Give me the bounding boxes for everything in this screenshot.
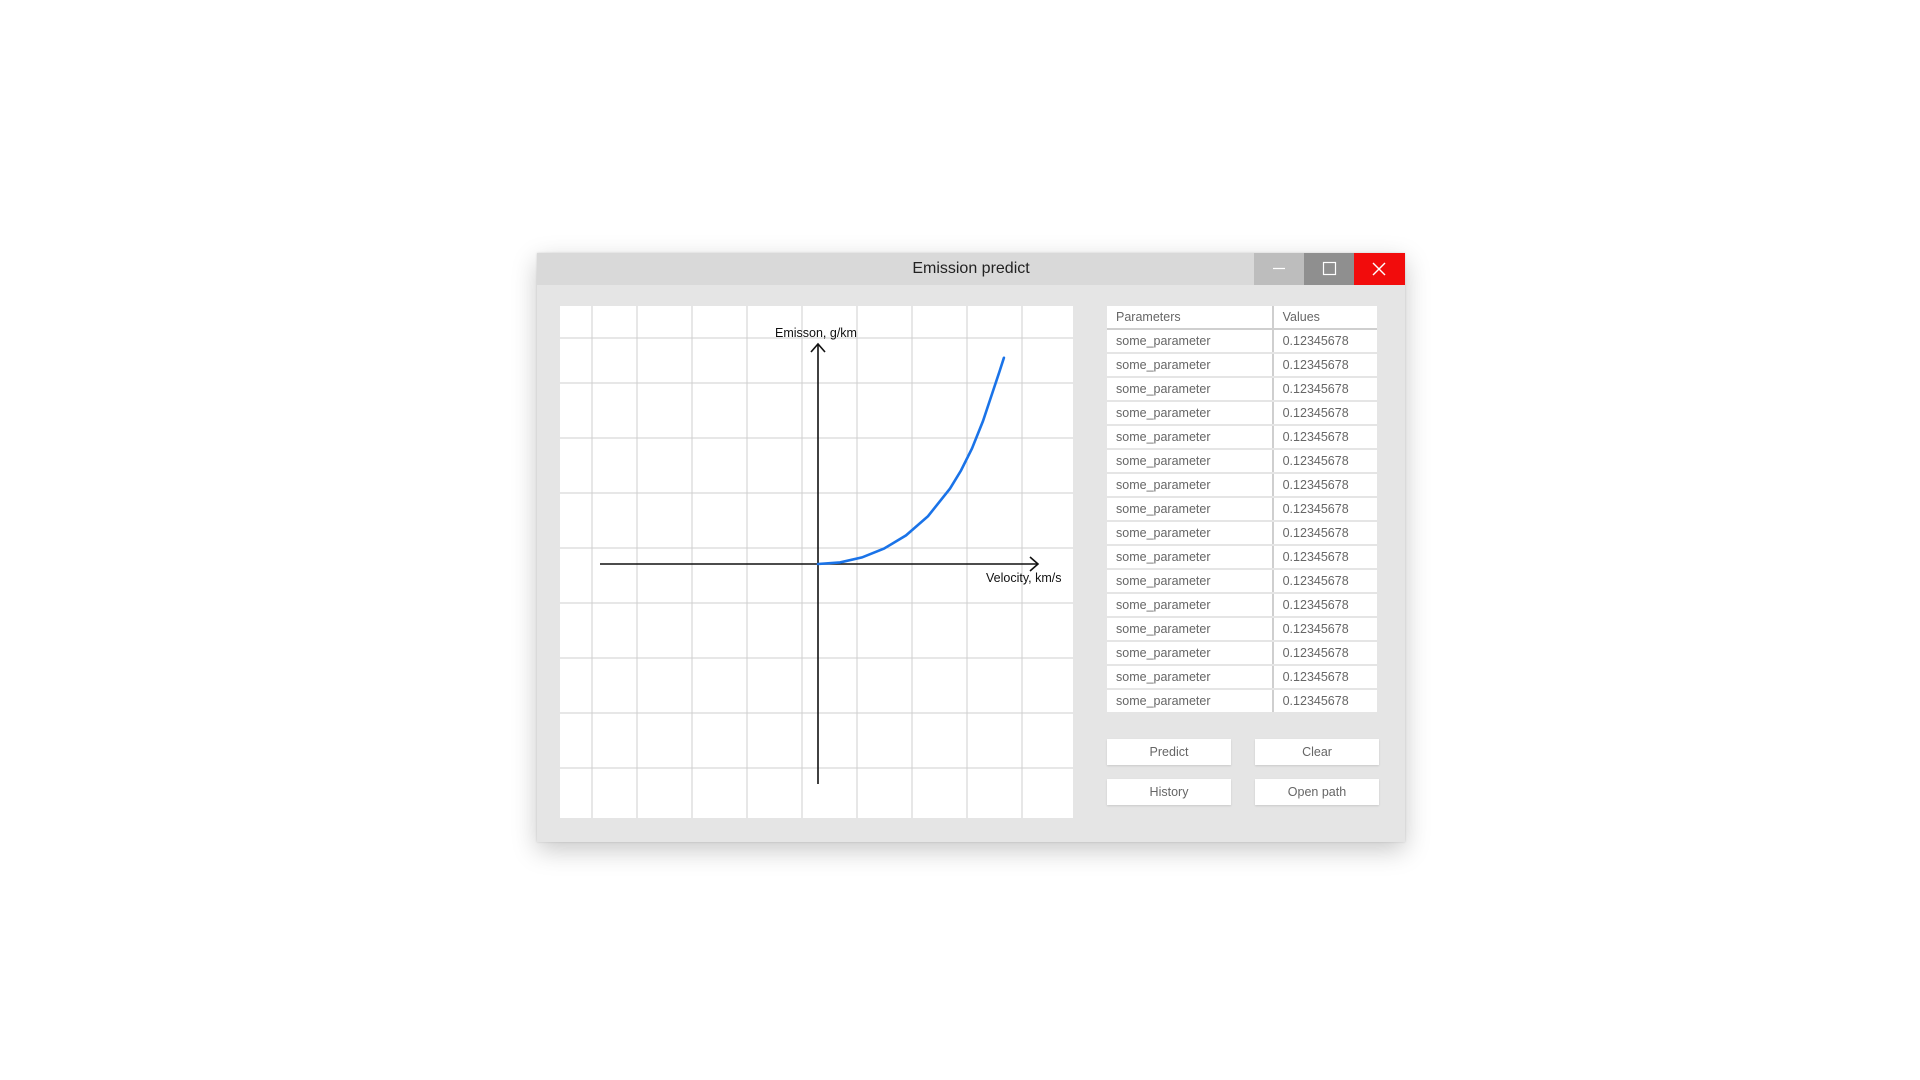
chart-svg: Emisson, g/km Velocity, km/s [560,306,1073,818]
y-axis-arrow-icon [810,342,826,353]
close-icon [1372,262,1386,276]
parameter-name-cell[interactable]: some_parameter [1107,689,1274,714]
parameter-value-cell[interactable]: 0.12345678 [1272,689,1377,714]
table-body: some_parameter 0.12345678 some_parameter 0.… [1107,329,1377,714]
parameter-value-cell[interactable]: 0.12345678 [1272,641,1377,666]
parameter-name-cell[interactable]: some_parameter [1107,665,1274,690]
table-row[interactable]: some_parameter 0.12345678 [1107,593,1377,618]
table-row[interactable]: some_parameter 0.12345678 [1107,329,1377,354]
parameter-name-cell[interactable]: some_parameter [1107,329,1274,354]
parameter-value-cell[interactable]: 0.12345678 [1272,665,1377,690]
parameter-value-cell[interactable]: 0.12345678 [1272,593,1377,618]
parameter-name-cell[interactable]: some_parameter [1107,593,1274,618]
parameter-name-cell[interactable]: some_parameter [1107,545,1274,570]
parameter-name-cell[interactable]: some_parameter [1107,569,1274,594]
parameter-value-cell[interactable]: 0.12345678 [1272,353,1377,378]
table-row[interactable]: some_parameter 0.12345678 [1107,545,1377,570]
table-row[interactable]: some_parameter 0.12345678 [1107,689,1377,714]
table-row[interactable]: some_parameter 0.12345678 [1107,641,1377,666]
title-bar[interactable]: Emission predict [537,253,1405,285]
table-row[interactable]: some_parameter 0.12345678 [1107,425,1377,450]
parameter-value-cell[interactable]: 0.12345678 [1272,401,1377,426]
parameter-value-cell[interactable]: 0.12345678 [1272,521,1377,546]
parameter-name-cell[interactable]: some_parameter [1107,377,1274,402]
predict-button[interactable]: Predict [1107,739,1231,765]
parameter-value-cell[interactable]: 0.12345678 [1272,473,1377,498]
x-axis-label: Velocity, km/s [986,571,1061,585]
series-line [816,356,1006,566]
chart-grid [560,306,1073,818]
parameter-value-cell[interactable]: 0.12345678 [1272,449,1377,474]
parameter-value-cell[interactable]: 0.12345678 [1272,545,1377,570]
table-row[interactable]: some_parameter 0.12345678 [1107,473,1377,498]
parameter-value-cell[interactable]: 0.12345678 [1272,617,1377,642]
minimize-button[interactable] [1254,253,1304,285]
open-path-button[interactable]: Open path [1255,779,1379,805]
table-row[interactable]: some_parameter 0.12345678 [1107,521,1377,546]
parameter-value-cell[interactable]: 0.12345678 [1272,569,1377,594]
parameter-name-cell[interactable]: some_parameter [1107,473,1274,498]
maximize-icon [1322,261,1337,276]
maximize-button[interactable] [1304,253,1354,285]
table-header-row: Parameters Values [1107,306,1377,330]
table-row[interactable]: some_parameter 0.12345678 [1107,497,1377,522]
y-axis-label: Emisson, g/km [775,326,857,340]
parameter-name-cell[interactable]: some_parameter [1107,401,1274,426]
clear-button[interactable]: Clear [1255,739,1379,765]
parameter-name-cell[interactable]: some_parameter [1107,425,1274,450]
parameters-table: Parameters Values some_parameter 0.123456… [1107,306,1377,714]
table-row[interactable]: some_parameter 0.12345678 [1107,353,1377,378]
table-row[interactable]: some_parameter 0.12345678 [1107,377,1377,402]
column-header-values[interactable]: Values [1272,306,1377,330]
table-row[interactable]: some_parameter 0.12345678 [1107,569,1377,594]
parameter-value-cell[interactable]: 0.12345678 [1272,377,1377,402]
table-row[interactable]: some_parameter 0.12345678 [1107,449,1377,474]
parameter-name-cell[interactable]: some_parameter [1107,641,1274,666]
table-row[interactable]: some_parameter 0.12345678 [1107,617,1377,642]
history-button[interactable]: History [1107,779,1231,805]
parameter-name-cell[interactable]: some_parameter [1107,617,1274,642]
x-axis-arrow-icon [1029,556,1040,572]
minimize-icon [1273,267,1285,270]
parameter-name-cell[interactable]: some_parameter [1107,449,1274,474]
parameter-value-cell[interactable]: 0.12345678 [1272,329,1377,354]
table-row[interactable]: some_parameter 0.12345678 [1107,665,1377,690]
parameter-value-cell[interactable]: 0.12345678 [1272,497,1377,522]
parameter-name-cell[interactable]: some_parameter [1107,353,1274,378]
close-button[interactable] [1354,253,1405,285]
parameter-name-cell[interactable]: some_parameter [1107,521,1274,546]
parameter-value-cell[interactable]: 0.12345678 [1272,425,1377,450]
parameter-name-cell[interactable]: some_parameter [1107,497,1274,522]
column-header-parameters[interactable]: Parameters [1107,306,1274,330]
app-window: Emission predict [537,253,1405,842]
emission-chart: Emisson, g/km Velocity, km/s [560,306,1073,818]
window-title: Emission predict [912,260,1030,277]
table-row[interactable]: some_parameter 0.12345678 [1107,401,1377,426]
